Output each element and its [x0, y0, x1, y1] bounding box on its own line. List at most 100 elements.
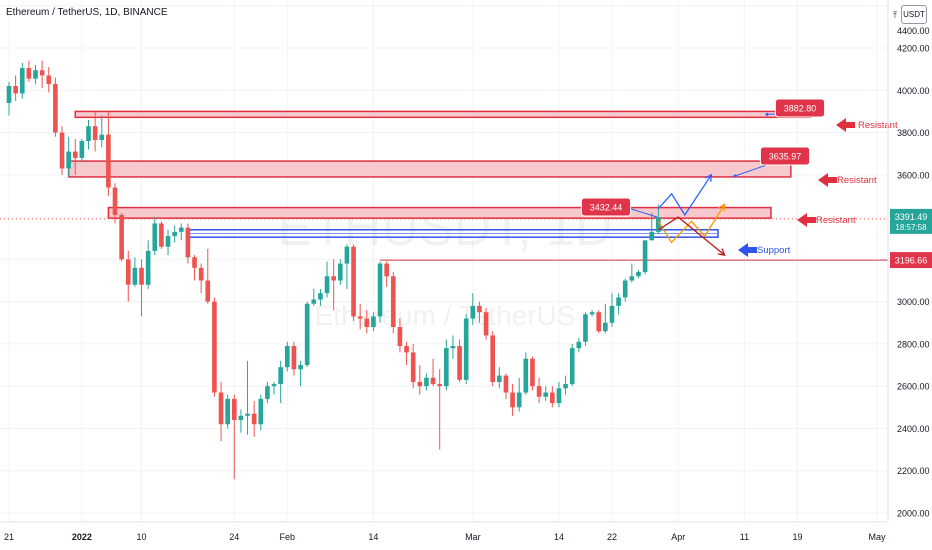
candle — [33, 64, 38, 84]
current-price-value: 3391.49 — [895, 212, 928, 222]
y-tick-label: 2000.00 — [897, 509, 930, 519]
candle-body — [145, 250, 151, 285]
badge-3635: 3635.97 — [759, 146, 811, 166]
candle-body — [13, 86, 18, 94]
candle-body — [371, 316, 376, 327]
candle — [231, 394, 237, 480]
candle — [225, 394, 230, 429]
candle — [470, 293, 476, 325]
badge-3882-text: 3882.80 — [784, 104, 817, 114]
candle — [271, 381, 277, 395]
resistant-arrow-icon — [818, 173, 837, 187]
callout-dot-mid — [733, 174, 737, 178]
candle-body — [92, 126, 98, 140]
x-tick-label: Apr — [671, 532, 685, 542]
badge-3882: 3882.80 — [774, 98, 826, 118]
candle-body — [291, 346, 297, 370]
candle — [99, 115, 105, 148]
candle-body — [112, 187, 118, 215]
candle — [251, 400, 257, 437]
candle — [86, 119, 91, 150]
candle — [490, 331, 496, 387]
chart-title: Ethereum / TetherUS, 1D, BINANCE — [6, 7, 168, 18]
y-tick-label: 2600.00 — [897, 382, 930, 392]
candle — [13, 75, 18, 101]
callout-dot-top — [765, 112, 769, 116]
candle — [556, 381, 562, 408]
x-tick-label: 19 — [792, 532, 802, 542]
candle-body — [46, 75, 52, 84]
annotations-layer: 3882.80 3635.97 3432.44 Resistant Resistant R… — [580, 98, 898, 257]
candle — [629, 263, 635, 283]
y-tick-label: 4200.00 — [897, 44, 930, 54]
x-tick-label: Feb — [280, 532, 296, 542]
candle — [125, 250, 131, 302]
candle-body — [86, 126, 91, 141]
candle-body — [443, 348, 449, 387]
candle-body — [649, 231, 655, 241]
candle — [284, 341, 290, 372]
x-tick-label: 21 — [4, 532, 14, 542]
candle — [159, 221, 164, 249]
candle-body — [450, 346, 456, 349]
candle — [59, 126, 65, 175]
candle — [337, 259, 343, 285]
candle-body — [636, 272, 641, 277]
candle — [364, 310, 370, 334]
candle — [384, 261, 389, 287]
candle — [145, 240, 151, 289]
candle — [331, 259, 336, 311]
candle-body — [324, 276, 330, 294]
candle — [603, 303, 608, 334]
candle-body — [364, 318, 370, 327]
resistance-zone — [74, 110, 812, 119]
candle — [443, 339, 449, 391]
candle — [569, 343, 575, 387]
candle — [536, 377, 542, 404]
candle-body — [351, 246, 356, 317]
candle — [642, 240, 648, 275]
candle-body — [251, 413, 257, 425]
candle — [291, 341, 297, 376]
candle-body — [185, 227, 191, 258]
candle-body — [583, 314, 588, 342]
candle — [563, 375, 568, 395]
candle — [172, 225, 177, 243]
blue-path — [657, 174, 712, 217]
currency-selector[interactable]: ⤒ USDT — [893, 5, 927, 24]
candle — [46, 67, 52, 93]
candle-body — [271, 384, 277, 387]
candle — [324, 261, 330, 298]
badge-3432: 3432.44 — [580, 197, 632, 217]
candle-body — [99, 134, 105, 140]
candle-body — [19, 68, 25, 94]
candle — [622, 278, 628, 302]
candle-body — [33, 70, 38, 79]
candle — [583, 312, 588, 347]
candle-body — [298, 365, 303, 370]
candle — [6, 81, 12, 116]
level-tag-3196-text: 3196.66 — [895, 256, 928, 266]
candle — [649, 212, 655, 241]
candle — [39, 60, 45, 89]
badge-3635-text: 3635.97 — [769, 152, 802, 162]
y-tick-label: 3800.00 — [897, 128, 930, 138]
candle-body — [563, 384, 568, 389]
candle — [596, 310, 602, 334]
candle — [298, 360, 303, 387]
candle-body — [543, 392, 549, 397]
candle — [357, 303, 363, 330]
candle-body — [622, 280, 628, 298]
candle — [390, 272, 396, 334]
candle-body — [576, 341, 582, 349]
support-label: Support — [757, 245, 791, 256]
candle-body — [596, 312, 602, 332]
y-tick-label: 2200.00 — [897, 466, 930, 476]
current-price-countdown: 18:57:58 — [895, 223, 927, 232]
candle-body — [603, 322, 608, 332]
currency-label: USDT — [903, 10, 925, 19]
candle — [550, 386, 555, 408]
candle-body — [132, 267, 138, 285]
